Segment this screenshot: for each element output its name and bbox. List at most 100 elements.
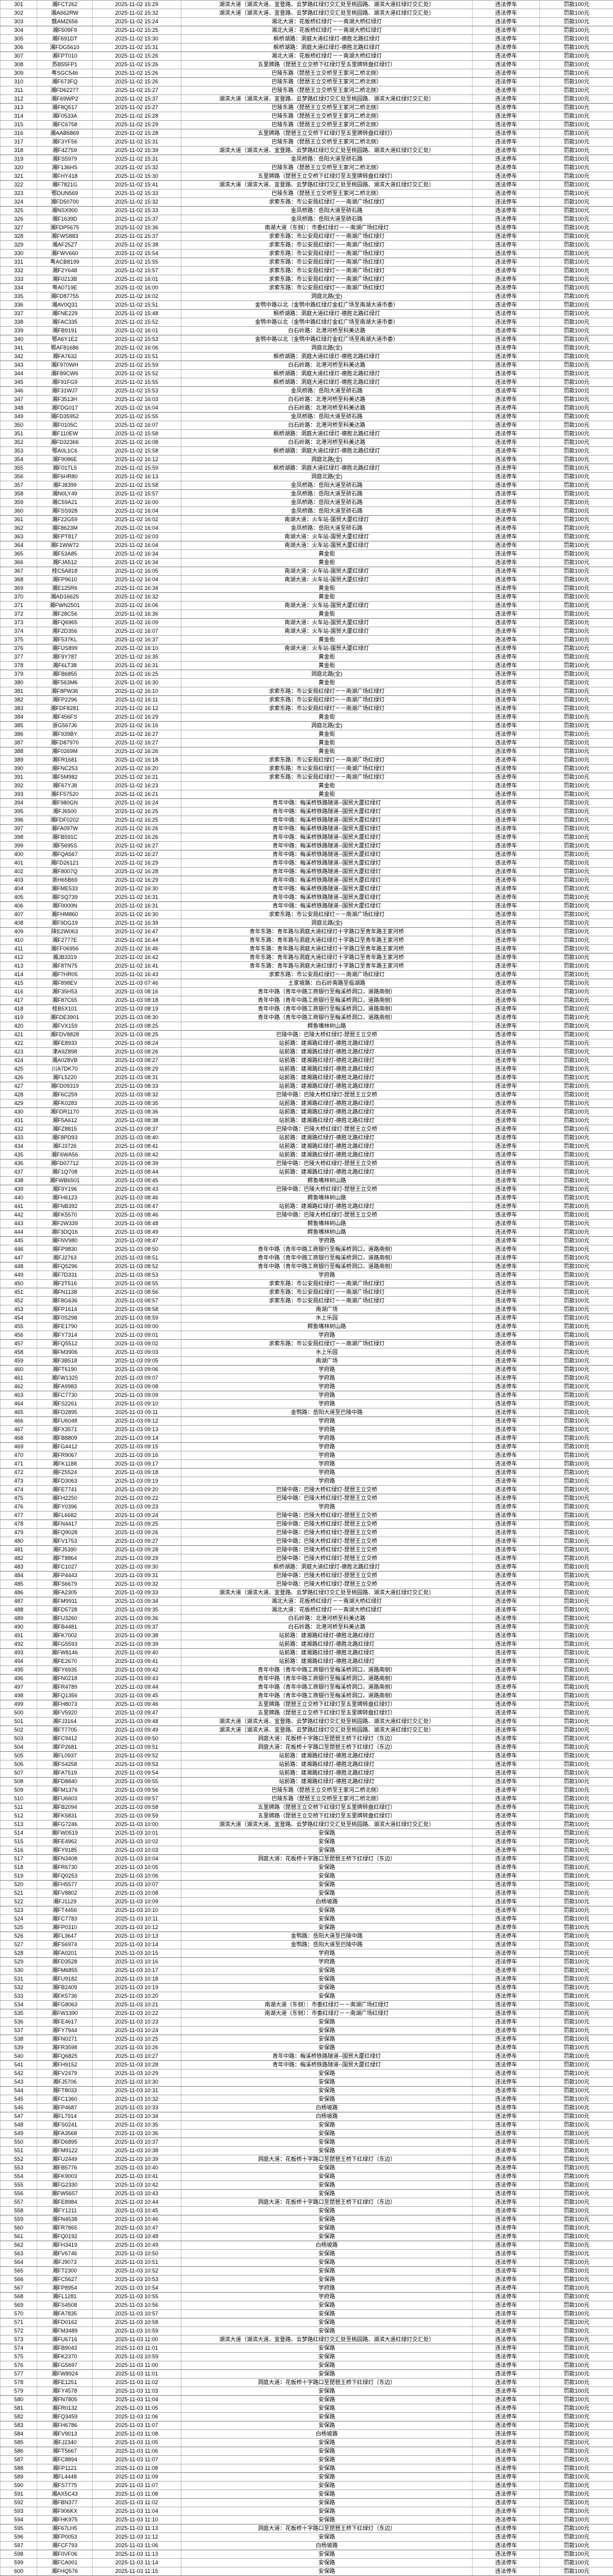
table-row[interactable]: 506湘FS42582025-11-03 09:53站前路：建湘路红绿灯-德胜北… <box>1 1760 613 1769</box>
table-row[interactable]: 598湘F0VF062025-11-03 11:13安保路违法停车罚款100元 <box>1 2550 613 2559</box>
table-row[interactable]: 420湘FVX1592025-11-03 08:25鳄鱼嘴林树山路违法停车罚款1… <box>1 1022 613 1031</box>
table-row[interactable]: 501湘FJ31642025-11-03 09:48湖滨大道（湖滨大道、宜登路、… <box>1 1718 613 1726</box>
table-row[interactable]: 390湘FNC2532025-11-02 16:20求索东路：市公安局红绿灯－－… <box>1 765 613 773</box>
table-row[interactable]: 540湘FQ68252025-11-03 10:27青年中路：梅溪桥铁路隧道--… <box>1 2052 613 2061</box>
table-row[interactable]: 485湘FS66792025-11-03 09:32巴陵中路：巴陵大桥红绿灯-琵… <box>1 1580 613 1589</box>
table-row[interactable]: 565湘FT23002025-11-03 10:52安保路违法停车罚款100元 <box>1 2267 613 2276</box>
table-row[interactable]: 315湘FC67582025-11-02 15:29巴陵东路（琵琶王立交桥至王家… <box>1 121 613 129</box>
table-row[interactable]: 545湘FC13602025-11-03 10:32安保路违法停车罚款100元 <box>1 2095 613 2104</box>
table-row[interactable]: 524湘FC77832025-11-03 10:11安保路违法停车罚款100元 <box>1 1915 613 1924</box>
table-row[interactable]: 418桂B5X1012025-11-03 08:19青年中路（青年中路工商银行至… <box>1 1005 613 1014</box>
table-row[interactable]: 498湘FQ13562025-11-03 09:45青年中路（青年中路工商银行至… <box>1 1692 613 1700</box>
table-row[interactable]: 483湘FC10272025-11-03 09:30枫桥湖路：洞庭大道红绿灯-德… <box>1 1563 613 1572</box>
table-row[interactable]: 487湘FM99112025-11-03 09:34湘北大道：花板桥红绿灯－－南… <box>1 1597 613 1606</box>
table-row[interactable]: 518湘FR67302025-11-03 10:05安保路违法停车罚款100元 <box>1 1863 613 1872</box>
table-row[interactable]: 514湘FW05192025-11-03 10:01安保路违法停车罚款100元 <box>1 1829 613 1838</box>
table-row[interactable]: 448湘FQ52962025-11-03 08:52青年中路（青年中路工商银行至… <box>1 1263 613 1271</box>
table-row[interactable]: 504湘FP26812025-11-03 09:51洞庭大道：花板桥十字路口至琵… <box>1 1743 613 1752</box>
table-row[interactable]: 479湘FQ90282025-11-03 09:26巴陵中路：巴陵大桥红绿灯-琵… <box>1 1529 613 1537</box>
table-row[interactable]: 323鄂DUN5692025-11-02 15:33巴陵东路（琵琶王立交桥至王家… <box>1 189 613 198</box>
table-row[interactable]: 594湘FHK9752025-11-03 11:10安保路违法停车罚款100元 <box>1 2516 613 2524</box>
table-row[interactable]: 538湘FN02712025-11-03 10:25安保路违法停车罚款100元 <box>1 2035 613 2044</box>
table-row[interactable]: 519湘FQ02532025-11-03 10:06安保路违法停车罚款100元 <box>1 1872 613 1881</box>
table-row[interactable]: 326湘F1639D2025-11-02 15:37金凤桥路：岳阳大道至硚石路违… <box>1 215 613 224</box>
table-row[interactable]: 421湘FDV88282025-11-03 08:25巴陵中路：巴陵大桥红绿灯-… <box>1 1031 613 1039</box>
table-row[interactable]: 369湘E125R62025-11-02 16:34黄金街违法停车罚款100元 <box>1 584 613 593</box>
table-row[interactable]: 378湘F6LT382025-11-02 16:31黄金街违法停车罚款100元 <box>1 662 613 670</box>
table-row[interactable]: 397湘FA097W2025-11-02 16:26青年中路：梅溪桥铁路隧道--… <box>1 825 613 833</box>
table-row[interactable]: 367桂C5A8182025-11-02 16:05南湖大道：火车站-国贸大厦红… <box>1 567 613 576</box>
table-row[interactable]: 589湘FL44482025-11-03 11:09安保路违法停车罚款100元 <box>1 2473 613 2482</box>
table-row[interactable]: 572湘FM34892025-11-03 10:59安保路违法停车罚款100元 <box>1 2327 613 2336</box>
table-row[interactable]: 364湘F1WW722025-11-02 16:04南湖大道：火车站-国贸大厦红… <box>1 541 613 550</box>
table-row[interactable]: 556湘FW56572025-11-03 10:43安保路违法停车罚款100元 <box>1 2190 613 2198</box>
table-row[interactable]: 360湘FSS9282025-11-02 16:04金凤桥路：岳阳大道至硚石路违… <box>1 507 613 516</box>
table-row[interactable]: 475湘FH22502025-11-03 09:22巴陵中路：巴陵大桥红绿灯-琵… <box>1 1494 613 1503</box>
table-row[interactable]: 562湘FH34192025-11-03 10:49白杨坡路违法停车罚款100元 <box>1 2241 613 2250</box>
table-row[interactable]: 353鄂A0L1C62025-11-02 15:58枫桥湖路：洞庭大道红绿灯-德… <box>1 447 613 456</box>
table-row[interactable]: 316湘AAB68692025-11-02 15:28五里牌路（琵琶王立交桥下红… <box>1 129 613 138</box>
table-row[interactable]: 580湘FN78052025-11-03 11:04安保路违法停车罚款100元 <box>1 2396 613 2404</box>
table-row[interactable]: 517湘FN34082025-11-03 10:04洞庭大道：花板桥十字路口至琵… <box>1 1855 613 1863</box>
table-row[interactable]: 466湘FU60482025-11-03 09:12学府路违法停车罚款100元 <box>1 1417 613 1426</box>
table-row[interactable]: 529湘FD35282025-11-03 10:16学府路违法停车罚款100元 <box>1 1958 613 1966</box>
table-row[interactable]: 363湘FPT8172025-11-02 16:03南湖大道：火车站-国贸大厦红… <box>1 533 613 541</box>
table-row[interactable]: 422湘FE89332025-11-03 08:24站前路：建湘路红绿灯-德胜北… <box>1 1039 613 1048</box>
table-row[interactable]: 473湘FD30632025-11-03 09:19学府路违法停车罚款100元 <box>1 1477 613 1486</box>
table-row[interactable]: 526湘FL36472025-11-03 10:13金鹗路：岳阳大道至巴陵中路违… <box>1 1932 613 1941</box>
table-row[interactable]: 431湘F5A6122025-11-03 08:38站前路：建湘路红绿灯-德胜北… <box>1 1117 613 1125</box>
table-row[interactable]: 401湘FD261212025-11-02 16:29青年中路：梅溪桥铁路隧道-… <box>1 859 613 868</box>
table-row[interactable]: 502湘FT77052025-11-03 09:49湖滨大道（湖滨大道、宜登路、… <box>1 1726 613 1735</box>
table-row[interactable]: 380湘F563M62025-11-02 16:30黄金街违法停车罚款100元 <box>1 679 613 687</box>
table-row[interactable]: 450湘F2T5162025-11-03 08:55求索东路：市公安局红绿灯－－… <box>1 1280 613 1288</box>
table-row[interactable]: 551湘FM91222025-11-03 10:38安保路违法停车罚款100元 <box>1 2147 613 2155</box>
table-row[interactable]: 596湘FP00532025-11-03 11:12安保路违法停车罚款100元 <box>1 2533 613 2542</box>
table-row[interactable]: 521湘FV88022025-11-03 10:08安保路违法停车罚款100元 <box>1 1889 613 1898</box>
table-row[interactable]: 405湘FSQ7392025-11-02 16:31青年中路：梅溪桥铁路隧道--… <box>1 893 613 902</box>
table-row[interactable]: 469湘FG44122025-11-03 09:15学府路违法停车罚款100元 <box>1 1443 613 1451</box>
table-row[interactable]: 478湘FN44172025-11-03 09:25巴陵中路：巴陵大桥红绿灯-琵… <box>1 1520 613 1529</box>
table-row[interactable]: 480湘FV17532025-11-03 09:27巴陵中路：巴陵大桥红绿灯-琵… <box>1 1537 613 1546</box>
table-row[interactable]: 581湘FR01322025-11-03 11:05安保路违法停车罚款100元 <box>1 2404 613 2413</box>
table-row[interactable]: 336湘AV0Q312025-11-02 15:51金鹗中路以北（金鹗中路红绿灯… <box>1 301 613 310</box>
table-row[interactable]: 384湘F456FS2025-11-02 16:29黄金街违法停车罚款100元 <box>1 713 613 722</box>
table-row[interactable]: 542湘FV24792025-11-03 10:29安保路违法停车罚款100元 <box>1 2070 613 2078</box>
table-row[interactable]: 372湘F28C562025-11-02 16:36黄金街违法停车罚款100元 <box>1 610 613 619</box>
table-row[interactable]: 445湘FNV9802025-11-03 08:47学府路违法停车罚款100元 <box>1 1237 613 1245</box>
table-row[interactable]: 416湘F35H532025-11-03 08:16青年中路（青年中路工商银行至… <box>1 988 613 996</box>
table-row[interactable]: 358湘N0LY492025-11-02 15:57金凤桥路：岳阳大道至硚石路违… <box>1 490 613 499</box>
table-row[interactable]: 411湘FF069562025-11-02 16:46青年东路：青年路与洞庭大道… <box>1 945 613 954</box>
table-row[interactable]: 432湘FZ88152025-11-03 08:37巴陵中路：巴陵大桥红绿灯-琵… <box>1 1125 613 1134</box>
table-row[interactable]: 345湘F91FG92025-11-02 15:55枫桥湖路：洞庭大道红绿灯-德… <box>1 378 613 387</box>
table-row[interactable]: 314湘F0533A2025-11-02 15:28巴陵东路（琵琶王立交桥至王家… <box>1 112 613 121</box>
table-row[interactable]: 395湘FJ65002025-11-02 16:25青年中路：梅溪桥铁路隧道--… <box>1 808 613 816</box>
table-row[interactable]: 548湘FS02412025-11-03 10:35安保路违法停车罚款100元 <box>1 2121 613 2130</box>
table-row[interactable]: 304湘F509F92025-11-02 15:25湘北大道：花板桥红绿灯－－南… <box>1 26 613 35</box>
table-row[interactable]: 303赣AMZ6562025-11-02 15:24湘北大道：花板桥红绿灯－－南… <box>1 18 613 26</box>
table-row[interactable]: 333湘F0213B2025-11-02 16:01求索东路：市公安局红绿灯－－… <box>1 275 613 284</box>
table-row[interactable]: 503湘FC94122025-11-03 09:50洞庭大道：花板桥十字路口至琵… <box>1 1735 613 1743</box>
table-row[interactable]: 301湘FCT2622025-11-02 15:29湖滨大道（湖滨大道、宜登路、… <box>1 1 613 9</box>
table-row[interactable]: 463湘FC77302025-11-03 09:09学府路违法停车罚款100元 <box>1 1391 613 1400</box>
table-row[interactable]: 516湘FY91852025-11-03 10:03安保路违法停车罚款100元 <box>1 1846 613 1855</box>
table-row[interactable]: 515湘FE49622025-11-03 10:02安保路违法停车罚款100元 <box>1 1838 613 1846</box>
table-row[interactable]: 341鄂AF816862025-11-02 16:06洞庭北路(全)违法停车罚款… <box>1 344 613 353</box>
table-row[interactable]: 528湘FA02012025-11-03 10:15学府路违法停车罚款100元 <box>1 1949 613 1958</box>
table-row[interactable]: 383湘FDF82812025-11-02 16:12求索东路：市公安局红绿灯－… <box>1 705 613 713</box>
table-row[interactable]: 355湘F01TL52025-11-02 15:59枫桥湖路：洞庭大道红绿灯-德… <box>1 464 613 473</box>
table-row[interactable]: 599湘FCA0012025-11-03 11:14安保路违法停车罚款100元 <box>1 2559 613 2567</box>
table-row[interactable]: 482湘FT88642025-11-03 09:29巴陵中路：巴陵大桥红绿灯-琵… <box>1 1554 613 1563</box>
table-row[interactable]: 440湘FH61232025-11-03 08:46鳄鱼嘴林树山路违法停车罚款1… <box>1 1194 613 1202</box>
table-row[interactable]: 588湘FP11212025-11-03 11:08安保路违法停车罚款100元 <box>1 2464 613 2473</box>
table-row[interactable]: 412湘JB33192025-11-02 16:42青年东路：青年路与洞庭大道红… <box>1 954 613 962</box>
table-row[interactable]: 419湘FDE39012025-11-03 08:30青年中路（青年中路工商银行… <box>1 1014 613 1022</box>
table-row[interactable]: 325湘NSX9002025-11-02 15:33金凤桥路：岳阳大道至硚石路违… <box>1 207 613 215</box>
table-row[interactable]: 379湘FB68552025-11-02 16:25洞庭北路(全)违法停车罚款1… <box>1 670 613 679</box>
table-row[interactable]: 489湘FU32602025-11-03 09:36白石岭路：北港河桥至科美达路… <box>1 1615 613 1623</box>
table-row[interactable]: 558湘FY12112025-11-03 10:45安保路违法停车罚款100元 <box>1 2207 613 2215</box>
table-row[interactable]: 306湘FDG56102025-11-02 15:31枫桥湖路：洞庭大道红绿灯-… <box>1 44 613 52</box>
table-row[interactable]: 533湘FK57362025-11-03 10:20安保路违法停车罚款100元 <box>1 1992 613 2001</box>
table-row[interactable]: 409陕E2W0632025-11-02 16:47青年东路：青年路与洞庭大道红… <box>1 928 613 936</box>
table-row[interactable]: 579湘FY45782025-11-03 11:03安保路违法停车罚款100元 <box>1 2387 613 2396</box>
table-row[interactable]: 527湘FS69742025-11-03 10:14金鹗路：岳阳大道至巴陵中路违… <box>1 1941 613 1949</box>
